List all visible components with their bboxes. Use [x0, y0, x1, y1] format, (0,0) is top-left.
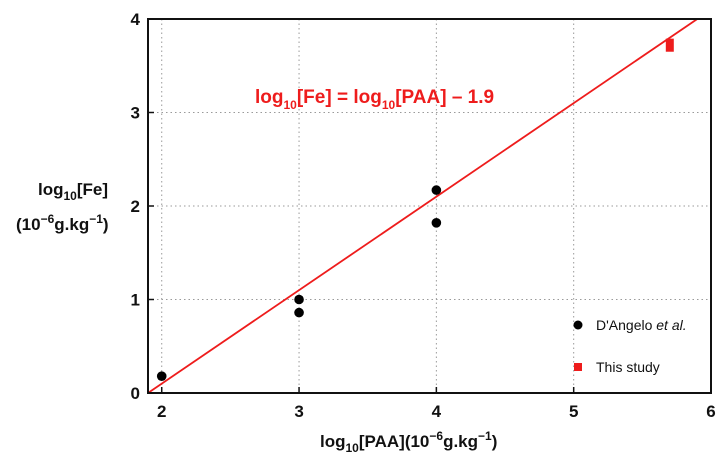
eq-paa-base: 10 [382, 98, 396, 112]
x-label-log: log [320, 432, 346, 451]
dangelo-point [432, 218, 442, 228]
dangelo-point [157, 371, 167, 381]
x-label-unit: g.kg [443, 432, 478, 451]
x-label-base: 10 [346, 441, 360, 455]
this-study-point [666, 39, 674, 52]
x-label-unit-exp: −1 [478, 429, 492, 443]
y-label-rest: [Fe] [77, 180, 108, 199]
eq-fe-base: 10 [284, 98, 298, 112]
eq-fe-log: log [255, 87, 284, 108]
dangelo-point [432, 185, 442, 195]
y-tick-label: 4 [131, 10, 141, 29]
y-tick-label: 2 [131, 197, 140, 216]
x-tick-label: 3 [294, 402, 303, 421]
eq-fe-bracket: [Fe] = [297, 87, 353, 108]
y-tick-label: 0 [131, 384, 140, 403]
y-tick-label: 1 [131, 291, 140, 310]
grid-lines [148, 19, 711, 393]
y-label2-open: (10 [16, 215, 41, 234]
legend-dangelo-label: D'Angelo et al. [596, 317, 687, 333]
x-tick-label: 4 [432, 402, 442, 421]
eq-paa-rest: [PAA] – 1.9 [395, 87, 494, 108]
fit-equation-label: log10[Fe] = log10[PAA] – 1.9 [255, 87, 494, 112]
legend-this-study-label: This study [596, 359, 660, 375]
y-label2-exp: −6 [41, 212, 55, 226]
legend-this-study-marker [574, 363, 582, 371]
legend-dangelo-prefix: D'Angelo [596, 317, 656, 333]
dangelo-point [294, 308, 304, 318]
y-axis-label-line1: log10[Fe] [38, 180, 108, 203]
eq-paa-log: log [353, 87, 382, 108]
y-label-base: 10 [64, 189, 78, 203]
y-label2-close: ) [103, 215, 109, 234]
legend-dangelo-marker [574, 321, 583, 330]
plot-frame [148, 19, 711, 393]
x-label-close: ) [492, 432, 498, 451]
dangelo-point [294, 295, 304, 305]
legend-dangelo-italic: et al. [656, 317, 686, 333]
x-tick-label: 6 [706, 402, 715, 421]
x-tick-label: 2 [157, 402, 166, 421]
x-axis-label: log10[PAA](10−6g.kg−1) [320, 429, 497, 455]
y-tick-label: 3 [131, 104, 140, 123]
x-label-exp: −6 [429, 429, 443, 443]
y-axis-label-line2: (10−6g.kg−1) [16, 212, 109, 234]
y-label2-unit: g.kg [54, 215, 89, 234]
y-label2-unit-exp: −1 [89, 212, 103, 226]
y-label-log: log [38, 180, 64, 199]
x-label-mid: [PAA](10 [359, 432, 430, 451]
x-tick-label: 5 [569, 402, 578, 421]
legend: D'Angelo et al. This study [574, 317, 687, 375]
